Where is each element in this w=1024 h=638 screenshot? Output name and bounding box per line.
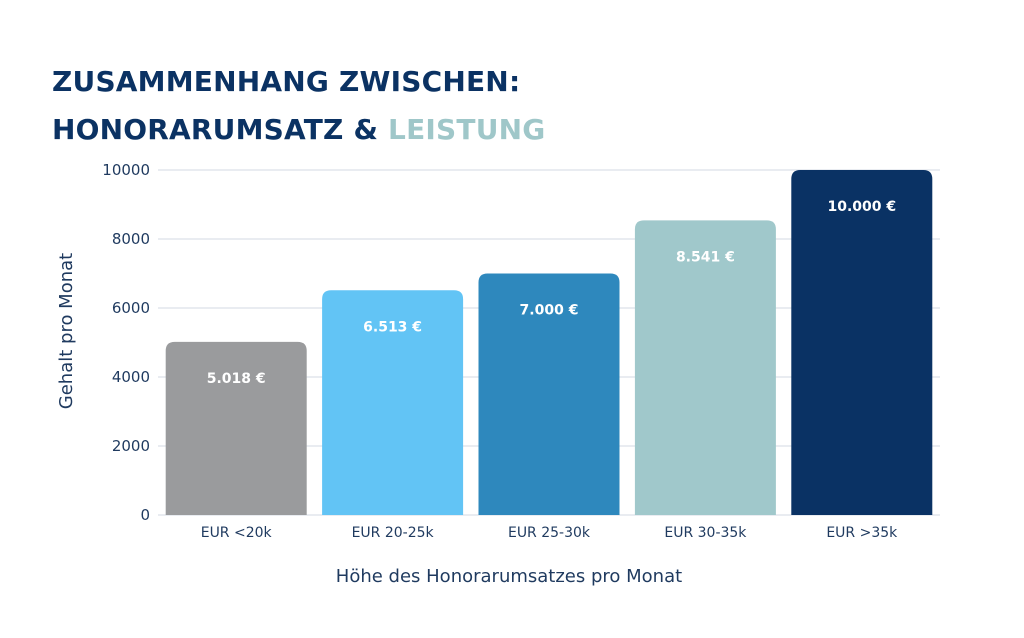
x-axis-title: Höhe des Honorarumsatzes pro Monat (336, 566, 682, 587)
y-tick-label: 2000 (112, 437, 150, 455)
x-axis-categories: EUR <20k EUR 20-25k EUR 25-30k EUR 30-35k EU… (201, 525, 898, 541)
y-tick-label: 0 (140, 506, 150, 524)
y-tick-label: 8000 (112, 230, 150, 248)
bar-value-label: 6.513 € (363, 319, 422, 335)
y-tick-label: 4000 (112, 368, 150, 386)
y-tick-label: 10000 (102, 161, 150, 179)
bars (165, 170, 933, 515)
bar (478, 273, 620, 515)
x-category-label: EUR <20k (201, 525, 273, 541)
bar (791, 170, 933, 515)
y-axis-ticks: 0 2000 4000 6000 8000 10000 (102, 161, 150, 524)
y-tick-label: 6000 (112, 299, 150, 317)
title-line-1: ZUSAMMENHANG ZWISCHEN: (52, 65, 521, 98)
bar-value-label: 5.018 € (207, 371, 266, 387)
bar (634, 220, 776, 515)
bar-value-label: 10.000 € (827, 199, 896, 215)
title-line-2-main: HONORARUMSATZ & (52, 113, 389, 146)
bar-value-label: 8.541 € (676, 249, 735, 265)
title-line-2-accent: LEISTUNG (388, 113, 546, 146)
chart-title: ZUSAMMENHANG ZWISCHEN: HONORARUMSATZ & L… (52, 58, 545, 154)
x-category-label: EUR 30-35k (664, 525, 747, 541)
bar (322, 290, 464, 515)
data-labels: 5.018 € 6.513 € 7.000 € 8.541 € 10.000 € (207, 199, 896, 387)
bar (165, 341, 307, 515)
bar-value-label: 7.000 € (520, 303, 579, 319)
x-category-label: EUR 20-25k (352, 525, 435, 541)
x-category-label: EUR >35k (826, 525, 898, 541)
y-axis-title: Gehalt pro Monat (56, 253, 77, 409)
x-category-label: EUR 25-30k (508, 525, 591, 541)
